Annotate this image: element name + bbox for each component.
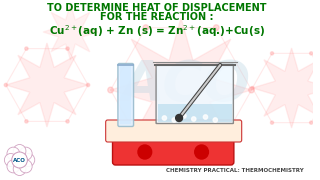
Circle shape [176, 114, 182, 122]
FancyBboxPatch shape [157, 104, 232, 122]
FancyBboxPatch shape [113, 135, 234, 165]
Circle shape [108, 87, 113, 93]
Circle shape [25, 120, 28, 123]
Circle shape [213, 118, 217, 122]
Text: CHEMISTRY PRACTICAL: THERMOCHEMISTRY: CHEMISTRY PRACTICAL: THERMOCHEMISTRY [166, 168, 304, 173]
Circle shape [143, 149, 148, 155]
Polygon shape [111, 18, 252, 162]
Circle shape [13, 145, 26, 158]
Circle shape [20, 147, 32, 160]
Circle shape [249, 87, 254, 93]
Text: ACO: ACO [13, 158, 26, 163]
Circle shape [251, 86, 254, 90]
Circle shape [270, 121, 274, 124]
Circle shape [7, 147, 20, 160]
Circle shape [13, 163, 26, 175]
Circle shape [213, 149, 219, 155]
Circle shape [12, 152, 28, 168]
Text: ACO: ACO [121, 58, 251, 112]
Circle shape [310, 121, 313, 124]
Circle shape [20, 160, 32, 173]
Circle shape [162, 116, 166, 120]
Text: TO DETERMINE HEAT OF DISPLACEMENT: TO DETERMINE HEAT OF DISPLACEMENT [47, 3, 266, 13]
Circle shape [86, 83, 90, 87]
Circle shape [7, 160, 20, 173]
FancyBboxPatch shape [156, 64, 233, 123]
FancyBboxPatch shape [118, 64, 133, 127]
Circle shape [192, 117, 196, 121]
Circle shape [25, 47, 28, 50]
FancyBboxPatch shape [120, 66, 131, 124]
Polygon shape [43, 4, 98, 60]
Circle shape [203, 115, 208, 119]
Circle shape [4, 83, 7, 87]
Polygon shape [252, 48, 320, 128]
Circle shape [143, 25, 148, 31]
Circle shape [138, 145, 152, 159]
Text: Cu$^{2+}$(aq) + Zn (s) = Zn$^{2+}$(aq.)+Cu(s): Cu$^{2+}$(aq) + Zn (s) = Zn$^{2+}$(aq.)+… [49, 23, 265, 39]
Circle shape [22, 154, 35, 166]
Circle shape [310, 52, 313, 55]
Circle shape [182, 114, 186, 118]
Circle shape [4, 154, 17, 166]
Circle shape [172, 118, 176, 122]
Circle shape [66, 47, 69, 50]
Circle shape [195, 145, 208, 159]
Text: FOR THE REACTION :: FOR THE REACTION : [100, 12, 213, 22]
Polygon shape [6, 43, 88, 127]
Circle shape [270, 52, 274, 55]
Circle shape [66, 120, 69, 123]
FancyBboxPatch shape [106, 120, 242, 142]
Circle shape [213, 25, 219, 31]
